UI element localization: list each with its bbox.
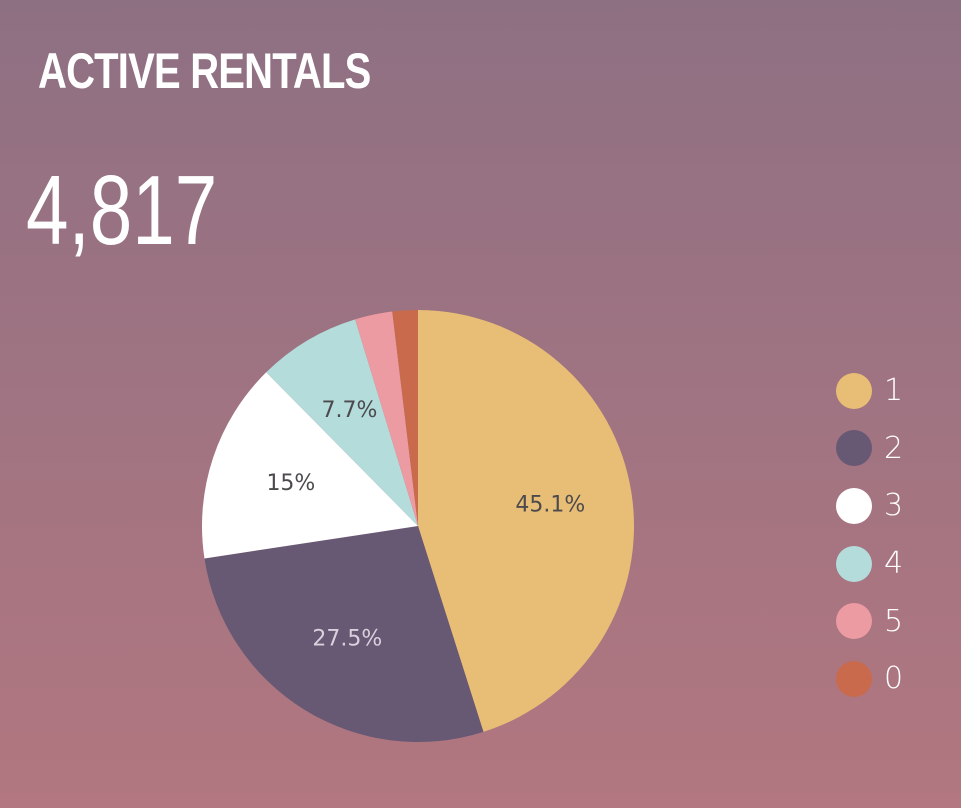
legend-swatch — [836, 372, 872, 409]
slice-label-3: 15% — [266, 471, 315, 496]
pie-slice-1 — [418, 310, 635, 732]
legend-label: 4 — [884, 546, 904, 582]
slice-label-1: 45.1% — [515, 492, 585, 517]
legend-label: 5 — [884, 603, 904, 639]
slice-label-4: 7.7% — [322, 398, 378, 423]
pie-slice-4 — [266, 319, 418, 526]
legend-item-3: 3 — [836, 477, 903, 535]
legend-label: 1 — [884, 373, 904, 409]
card-title: ACTIVE RENTALS — [38, 43, 371, 99]
legend-swatch — [836, 603, 872, 640]
chart-legend: 1 2 3 4 5 0 — [836, 362, 903, 708]
legend-swatch — [836, 545, 872, 582]
legend-label: 0 — [884, 661, 904, 697]
legend-swatch — [836, 430, 872, 467]
legend-label: 3 — [884, 488, 904, 524]
pie-slice-5 — [355, 311, 418, 526]
slice-label-2: 27.5% — [312, 627, 382, 652]
legend-item-2: 2 — [836, 420, 903, 478]
legend-swatch — [836, 487, 872, 524]
pie-slice-2 — [204, 526, 484, 742]
legend-item-4: 4 — [836, 535, 903, 593]
legend-swatch — [836, 660, 872, 697]
legend-item-5: 5 — [836, 592, 903, 650]
legend-item-1: 1 — [836, 362, 903, 420]
pie-slice-3 — [201, 372, 418, 559]
legend-item-0: 0 — [836, 650, 903, 708]
legend-label: 2 — [884, 430, 904, 466]
pie-slice-0 — [392, 310, 418, 526]
total-count: 4,817 — [26, 155, 218, 265]
